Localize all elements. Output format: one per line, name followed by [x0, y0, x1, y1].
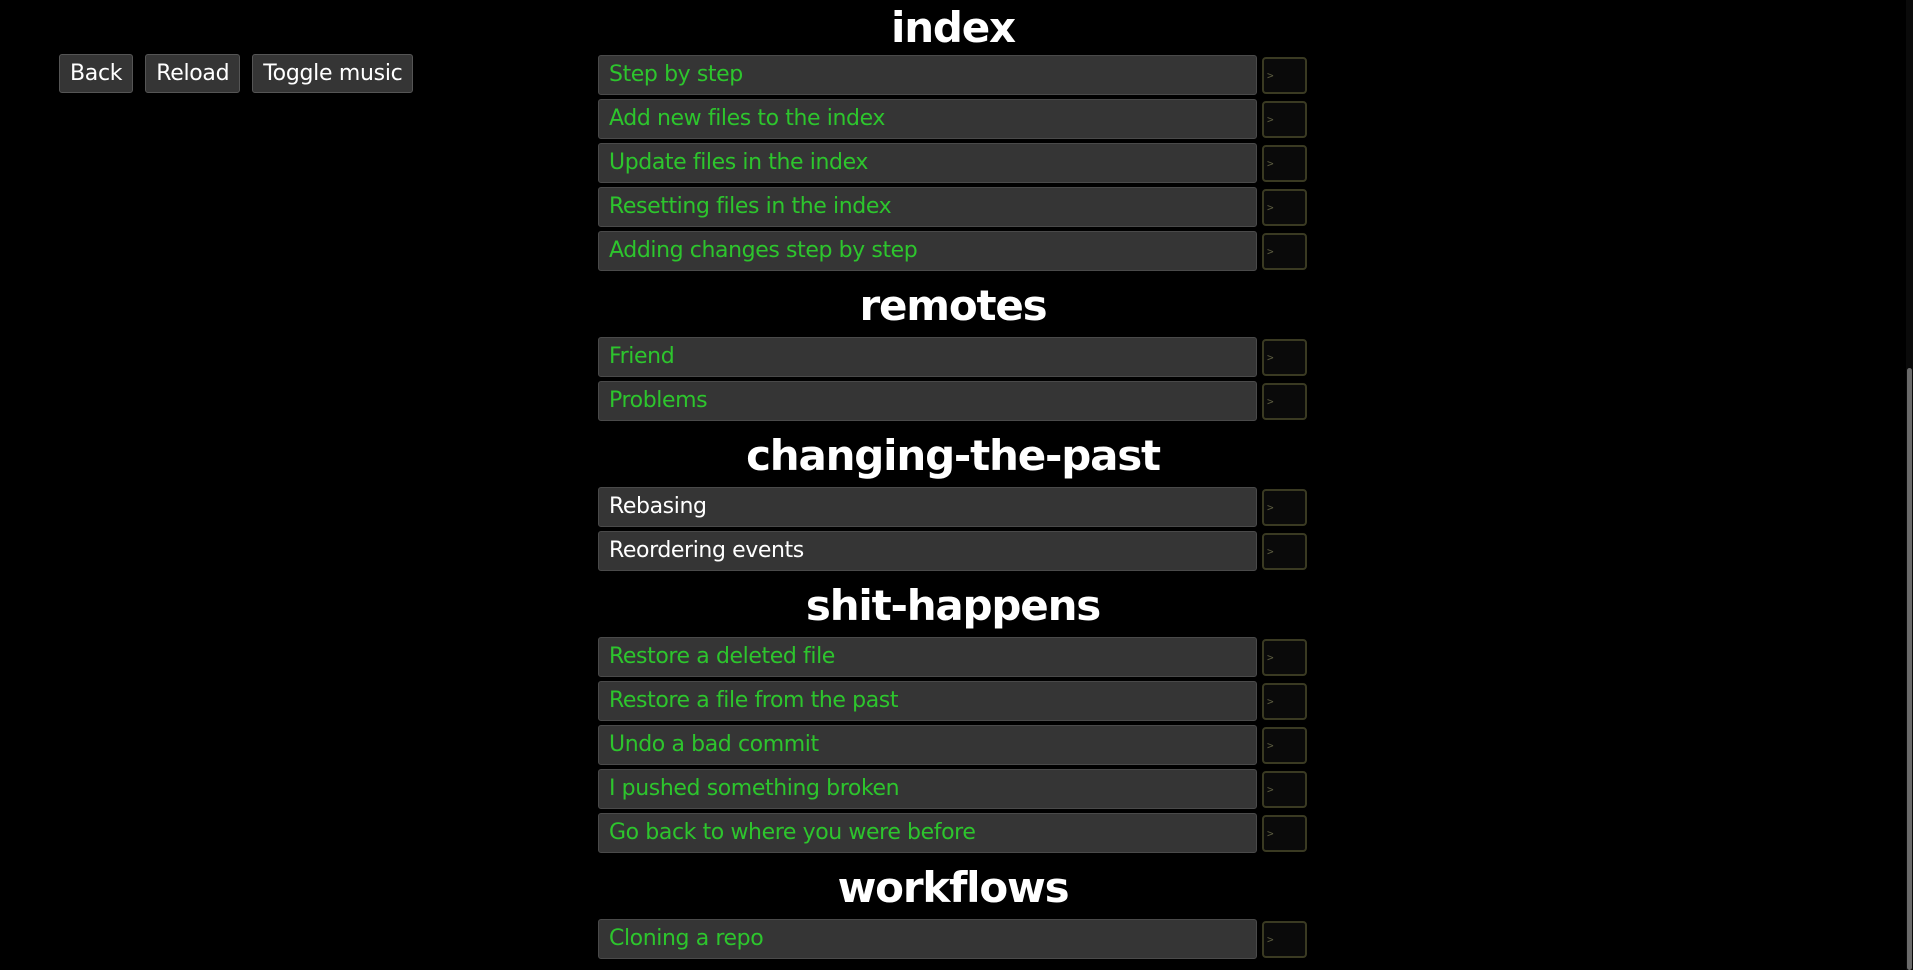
terminal-icon[interactable]: > — [1262, 726, 1307, 764]
level-button[interactable]: Add new files to the index — [598, 99, 1257, 139]
level-button[interactable]: I pushed something broken — [598, 769, 1257, 809]
terminal-icon[interactable]: > — [1262, 382, 1307, 420]
level-row: Resetting files in the index > — [598, 187, 1308, 227]
level-list: index Step by step > Add new files to th… — [598, 0, 1308, 963]
level-row: Update files in the index > — [598, 143, 1308, 183]
level-row: Adding changes step by step > — [598, 231, 1308, 271]
terminal-icon[interactable]: > — [1262, 188, 1307, 226]
terminal-icon[interactable]: > — [1262, 638, 1307, 676]
terminal-icon[interactable]: > — [1262, 100, 1307, 138]
chapter-title: workflows — [837, 863, 1070, 912]
level-button[interactable]: Adding changes step by step — [598, 231, 1257, 271]
level-row: Add new files to the index > — [598, 99, 1308, 139]
level-button[interactable]: Step by step — [598, 55, 1257, 95]
chapter-title: shit-happens — [805, 581, 1101, 630]
chapter-title: index — [891, 3, 1016, 52]
reload-button[interactable]: Reload — [145, 54, 241, 93]
level-row: Restore a deleted file > — [598, 637, 1308, 677]
level-button[interactable]: Resetting files in the index — [598, 187, 1257, 227]
terminal-icon[interactable]: > — [1262, 232, 1307, 270]
level-button[interactable]: Rebasing — [598, 487, 1257, 527]
level-button[interactable]: Reordering events — [598, 531, 1257, 571]
level-button[interactable]: Go back to where you were before — [598, 813, 1257, 853]
chapter-title: remotes — [859, 281, 1048, 330]
level-row: Cloning a repo > — [598, 919, 1308, 959]
terminal-icon[interactable]: > — [1262, 920, 1307, 958]
level-row: Rebasing > — [598, 487, 1308, 527]
terminal-icon[interactable]: > — [1262, 770, 1307, 808]
level-row: Problems > — [598, 381, 1308, 421]
scrollbar[interactable] — [1906, 0, 1913, 970]
terminal-icon[interactable]: > — [1262, 814, 1307, 852]
back-button[interactable]: Back — [59, 54, 134, 93]
level-button[interactable]: Problems — [598, 381, 1257, 421]
level-row: I pushed something broken > — [598, 769, 1308, 809]
level-row: Undo a bad commit > — [598, 725, 1308, 765]
level-button[interactable]: Friend — [598, 337, 1257, 377]
level-row: Go back to where you were before > — [598, 813, 1308, 853]
level-row: Step by step > — [598, 55, 1308, 95]
terminal-icon[interactable]: > — [1262, 488, 1307, 526]
terminal-icon[interactable]: > — [1262, 144, 1307, 182]
level-button[interactable]: Update files in the index — [598, 143, 1257, 183]
level-row: Reordering events > — [598, 531, 1308, 571]
scrollbar-thumb[interactable] — [1907, 368, 1912, 970]
level-button[interactable]: Undo a bad commit — [598, 725, 1257, 765]
level-button[interactable]: Cloning a repo — [598, 919, 1257, 959]
terminal-icon[interactable]: > — [1262, 56, 1307, 94]
level-button[interactable]: Restore a file from the past — [598, 681, 1257, 721]
terminal-icon[interactable]: > — [1262, 682, 1307, 720]
level-row: Friend > — [598, 337, 1308, 377]
terminal-icon[interactable]: > — [1262, 532, 1307, 570]
level-row: Restore a file from the past > — [598, 681, 1308, 721]
terminal-icon[interactable]: > — [1262, 338, 1307, 376]
toggle-music-button[interactable]: Toggle music — [252, 54, 414, 93]
level-button[interactable]: Restore a deleted file — [598, 637, 1257, 677]
chapter-title: changing-the-past — [746, 431, 1161, 480]
top-toolbar: Back Reload Toggle music — [59, 54, 414, 93]
